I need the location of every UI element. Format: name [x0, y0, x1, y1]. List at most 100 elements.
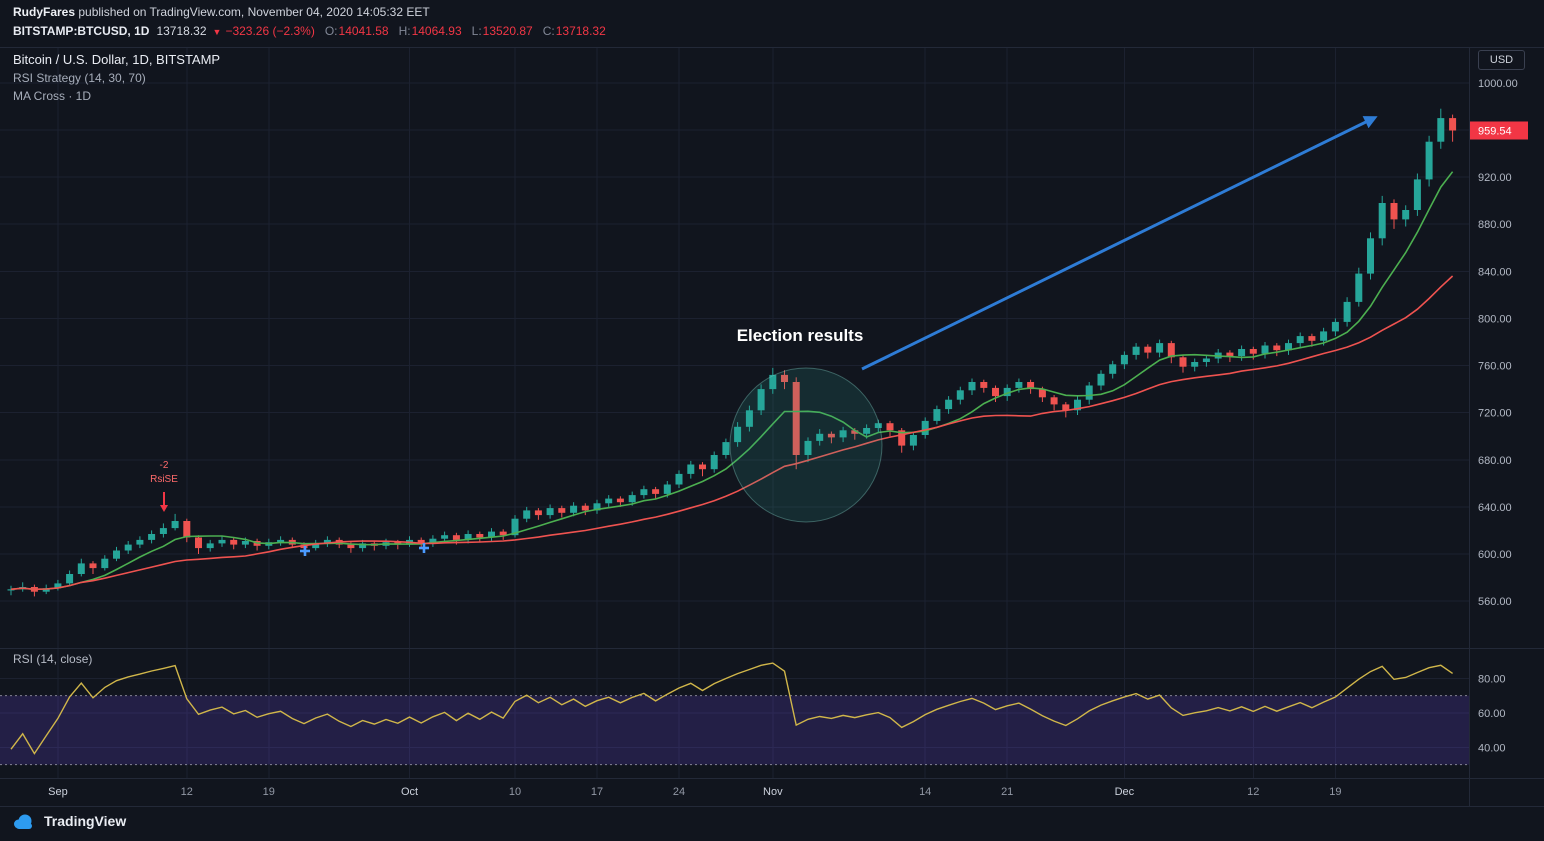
- candle[interactable]: [1367, 232, 1374, 280]
- candle[interactable]: [1050, 395, 1058, 411]
- candle[interactable]: [1144, 344, 1152, 359]
- candle[interactable]: [113, 546, 120, 562]
- candle[interactable]: [699, 462, 706, 477]
- price-axis-labels[interactable]: 1000.00 920.00 880.00 840.00 800.00 760.00 720…: [1478, 78, 1518, 755]
- candle[interactable]: [652, 486, 660, 499]
- candle[interactable]: [1027, 379, 1035, 394]
- candle[interactable]: [1085, 382, 1093, 405]
- candle[interactable]: [77, 558, 85, 577]
- election-ellipse[interactable]: [729, 367, 883, 523]
- candle[interactable]: [253, 538, 261, 551]
- candle[interactable]: [101, 555, 109, 571]
- candle[interactable]: [816, 429, 824, 446]
- legend-rsi-strategy[interactable]: RSI Strategy (14, 30, 70): [13, 71, 146, 85]
- candle[interactable]: [734, 422, 742, 447]
- candle[interactable]: [757, 384, 765, 415]
- candle[interactable]: [359, 539, 367, 552]
- candle[interactable]: [1285, 339, 1292, 355]
- candle[interactable]: [1343, 297, 1351, 327]
- candle[interactable]: [218, 536, 226, 547]
- candle[interactable]: [687, 460, 695, 479]
- candle[interactable]: [195, 535, 202, 554]
- candle[interactable]: [839, 426, 847, 443]
- brand-name[interactable]: TradingView: [44, 813, 127, 829]
- candle[interactable]: [534, 508, 542, 520]
- candle[interactable]: [1331, 318, 1339, 337]
- candle[interactable]: [804, 437, 812, 463]
- candle[interactable]: [429, 535, 437, 547]
- candle[interactable]: [921, 417, 929, 439]
- candle[interactable]: [1273, 343, 1281, 357]
- candle[interactable]: [1261, 342, 1269, 359]
- candle[interactable]: [323, 536, 331, 547]
- candle[interactable]: [1179, 354, 1187, 373]
- candle[interactable]: [874, 419, 882, 433]
- candle[interactable]: [441, 531, 449, 543]
- candle[interactable]: [1015, 378, 1023, 393]
- candle[interactable]: [1109, 360, 1117, 379]
- candle[interactable]: [148, 530, 156, 544]
- time-axis-labels[interactable]: Sep 12 19 Oct 10 17 24 Nov 14 21 Dec 12 19: [48, 786, 1341, 798]
- candle[interactable]: [89, 561, 97, 574]
- candle[interactable]: [30, 584, 38, 597]
- candle[interactable]: [159, 523, 167, 538]
- candle[interactable]: [1097, 370, 1105, 391]
- candle[interactable]: [1156, 339, 1164, 358]
- candle[interactable]: [1167, 340, 1175, 364]
- candle[interactable]: [1437, 108, 1445, 149]
- trend-arrow[interactable]: [861, 116, 1378, 371]
- candle[interactable]: [1238, 345, 1246, 361]
- symbol-name[interactable]: BITSTAMP:BTCUSD, 1D: [13, 24, 150, 38]
- candle[interactable]: [1413, 173, 1421, 216]
- candle[interactable]: [464, 530, 472, 544]
- candle[interactable]: [968, 378, 976, 396]
- candle[interactable]: [1308, 333, 1316, 347]
- candle[interactable]: [370, 541, 378, 551]
- election-annotation[interactable]: Election results: [736, 326, 864, 345]
- candle[interactable]: [558, 505, 566, 518]
- candle[interactable]: [66, 570, 74, 586]
- candle[interactable]: [476, 531, 484, 543]
- candle[interactable]: [792, 377, 800, 470]
- candle[interactable]: [1120, 351, 1128, 370]
- candle[interactable]: [7, 585, 15, 596]
- candle[interactable]: [781, 370, 788, 390]
- candle[interactable]: [1355, 267, 1363, 307]
- rsi-line[interactable]: [10, 662, 1453, 755]
- candle[interactable]: [581, 503, 589, 516]
- candle[interactable]: [956, 386, 964, 405]
- candle[interactable]: [546, 504, 554, 519]
- candle[interactable]: [1390, 199, 1398, 229]
- candle[interactable]: [933, 405, 941, 425]
- candle[interactable]: [909, 431, 917, 451]
- candles-layer[interactable]: [7, 108, 1457, 597]
- candle[interactable]: [54, 579, 62, 591]
- candle[interactable]: [171, 513, 179, 531]
- legend-ma-cross[interactable]: MA Cross · 1D: [13, 89, 92, 103]
- author-name[interactable]: RudyFares: [13, 5, 76, 19]
- candle[interactable]: [886, 420, 894, 437]
- candle[interactable]: [312, 539, 320, 551]
- candle[interactable]: [945, 396, 953, 414]
- candle[interactable]: [19, 582, 27, 592]
- candle[interactable]: [1449, 114, 1457, 142]
- candle[interactable]: [605, 495, 613, 507]
- candle[interactable]: [1378, 195, 1386, 246]
- candle[interactable]: [827, 431, 835, 444]
- candle[interactable]: [992, 385, 999, 403]
- candle[interactable]: [710, 451, 718, 473]
- candle[interactable]: [1074, 396, 1081, 415]
- candle[interactable]: [1202, 354, 1210, 367]
- currency-button[interactable]: USD: [1478, 50, 1525, 70]
- candle[interactable]: [488, 528, 495, 541]
- candle[interactable]: [206, 539, 214, 552]
- candle[interactable]: [640, 485, 648, 499]
- candle[interactable]: [769, 367, 777, 394]
- candle[interactable]: [675, 470, 683, 488]
- candle[interactable]: [124, 541, 132, 554]
- candle[interactable]: [499, 529, 507, 540]
- candle[interactable]: [722, 438, 730, 459]
- candle[interactable]: [1191, 358, 1199, 372]
- candle[interactable]: [523, 506, 531, 523]
